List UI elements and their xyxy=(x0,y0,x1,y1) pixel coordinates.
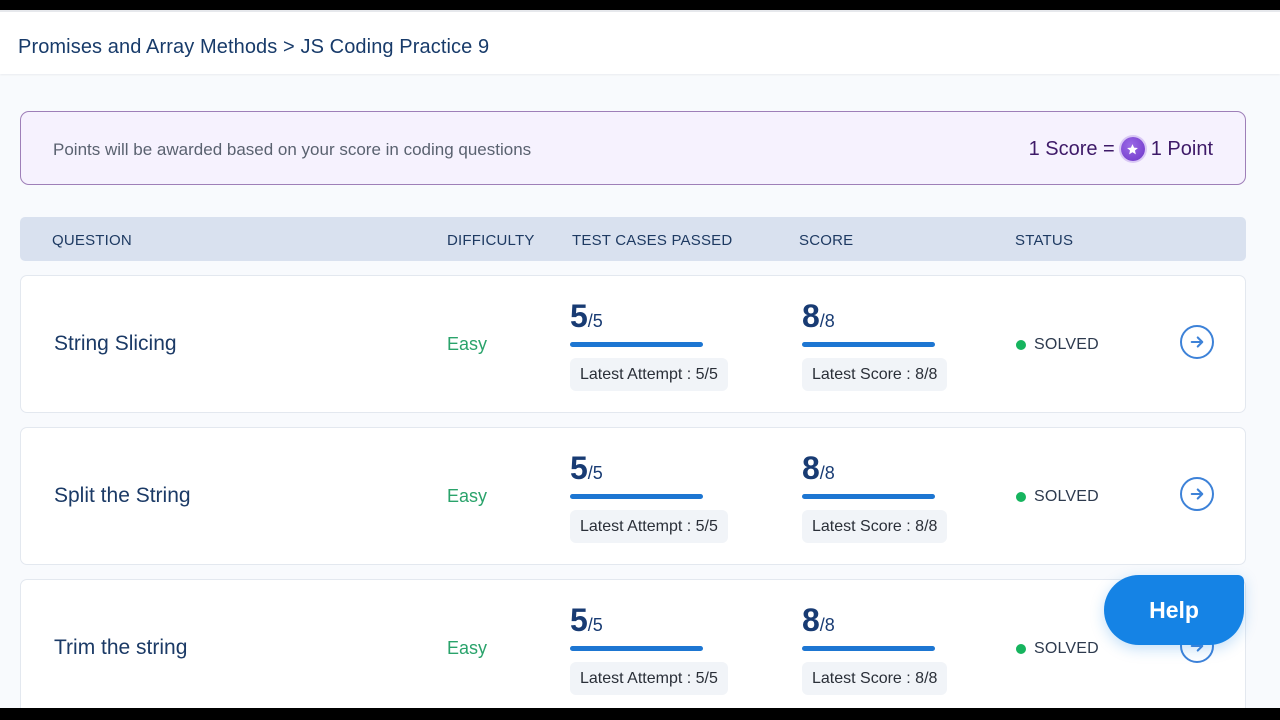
table-row[interactable]: Trim the string Easy 5/5 Latest Attempt … xyxy=(20,579,1246,708)
question-name[interactable]: Trim the string xyxy=(54,636,188,659)
latest-attempt-badge: Latest Attempt : 5/5 xyxy=(570,510,728,543)
status-badge: SOLVED xyxy=(1016,336,1099,354)
page-header: Promises and Array Methods > JS Coding P… xyxy=(0,10,1280,74)
table-row[interactable]: String Slicing Easy 5/5 Latest Attempt :… xyxy=(20,275,1246,413)
open-question-button[interactable] xyxy=(1180,325,1214,359)
test-cases-passed-value: 5 xyxy=(570,298,588,334)
help-button[interactable]: Help xyxy=(1104,575,1244,645)
score-metric: 8/8 Latest Score : 8/8 xyxy=(802,298,948,391)
rate-point-label: 1 Point xyxy=(1150,137,1213,160)
test-cases-progress-bar xyxy=(570,646,703,651)
open-question-button[interactable] xyxy=(1180,477,1214,511)
test-cases-progress-bar xyxy=(570,342,703,347)
difficulty-label: Easy xyxy=(447,334,488,354)
test-cases-progress-bar xyxy=(570,494,703,499)
score-metric: 8/8 Latest Score : 8/8 xyxy=(802,450,948,543)
status-label: SOLVED xyxy=(1034,488,1099,505)
test-cases-metric: 5/5 Latest Attempt : 5/5 xyxy=(570,298,728,391)
score-to-point-rate: 1 Score = 1 Point xyxy=(1029,137,1213,161)
solved-dot-icon xyxy=(1016,492,1026,502)
screen-bottom-border xyxy=(0,708,1280,720)
solved-dot-icon xyxy=(1016,340,1026,350)
column-header-test-cases-passed: TEST CASES PASSED xyxy=(572,232,733,249)
score-value: 8 xyxy=(802,602,820,638)
solved-dot-icon xyxy=(1016,644,1026,654)
score-metric: 8/8 Latest Score : 8/8 xyxy=(802,602,948,695)
coding-practice-page: Promises and Array Methods > JS Coding P… xyxy=(0,10,1280,708)
star-coin-icon xyxy=(1120,137,1145,161)
rate-score-label: 1 Score = xyxy=(1028,137,1115,160)
table-row[interactable]: Split the String Easy 5/5 Latest Attempt… xyxy=(20,427,1246,565)
column-header-difficulty: DIFFICULTY xyxy=(447,232,535,249)
status-label: SOLVED xyxy=(1034,640,1099,657)
score-total-value: /8 xyxy=(819,463,835,483)
status-badge: SOLVED xyxy=(1016,640,1099,658)
difficulty-label: Easy xyxy=(447,638,488,658)
test-cases-metric: 5/5 Latest Attempt : 5/5 xyxy=(570,602,728,695)
score-progress-bar xyxy=(802,646,935,651)
column-header-question: QUESTION xyxy=(52,232,132,249)
question-name[interactable]: Split the String xyxy=(54,484,191,507)
breadcrumb[interactable]: Promises and Array Methods > JS Coding P… xyxy=(18,36,490,58)
test-cases-passed-value: 5 xyxy=(570,450,588,486)
arrow-right-icon xyxy=(1190,336,1204,348)
score-value: 8 xyxy=(802,450,820,486)
test-cases-total-value: /5 xyxy=(587,311,603,331)
question-name[interactable]: String Slicing xyxy=(54,332,177,355)
test-cases-metric: 5/5 Latest Attempt : 5/5 xyxy=(570,450,728,543)
score-total-value: /8 xyxy=(819,615,835,635)
score-progress-bar xyxy=(802,494,935,499)
score-progress-bar xyxy=(802,342,935,347)
screen-top-border xyxy=(0,0,1280,10)
status-label: SOLVED xyxy=(1034,336,1099,353)
column-header-score: SCORE xyxy=(799,232,854,249)
arrow-right-icon xyxy=(1190,488,1204,500)
latest-attempt-badge: Latest Attempt : 5/5 xyxy=(570,662,728,695)
questions-table-header: QUESTION DIFFICULTY TEST CASES PASSED SC… xyxy=(20,217,1246,261)
test-cases-total-value: /5 xyxy=(587,463,603,483)
points-notice-banner: Points will be awarded based on your sco… xyxy=(20,111,1246,185)
column-header-status: STATUS xyxy=(1015,232,1074,249)
points-notice-text: Points will be awarded based on your sco… xyxy=(53,140,532,159)
test-cases-passed-value: 5 xyxy=(570,602,588,638)
latest-attempt-badge: Latest Attempt : 5/5 xyxy=(570,358,728,391)
score-value: 8 xyxy=(802,298,820,334)
latest-score-badge: Latest Score : 8/8 xyxy=(802,510,948,543)
score-total-value: /8 xyxy=(819,311,835,331)
latest-score-badge: Latest Score : 8/8 xyxy=(802,358,948,391)
latest-score-badge: Latest Score : 8/8 xyxy=(802,662,948,695)
test-cases-total-value: /5 xyxy=(587,615,603,635)
status-badge: SOLVED xyxy=(1016,488,1099,506)
difficulty-label: Easy xyxy=(447,486,488,506)
